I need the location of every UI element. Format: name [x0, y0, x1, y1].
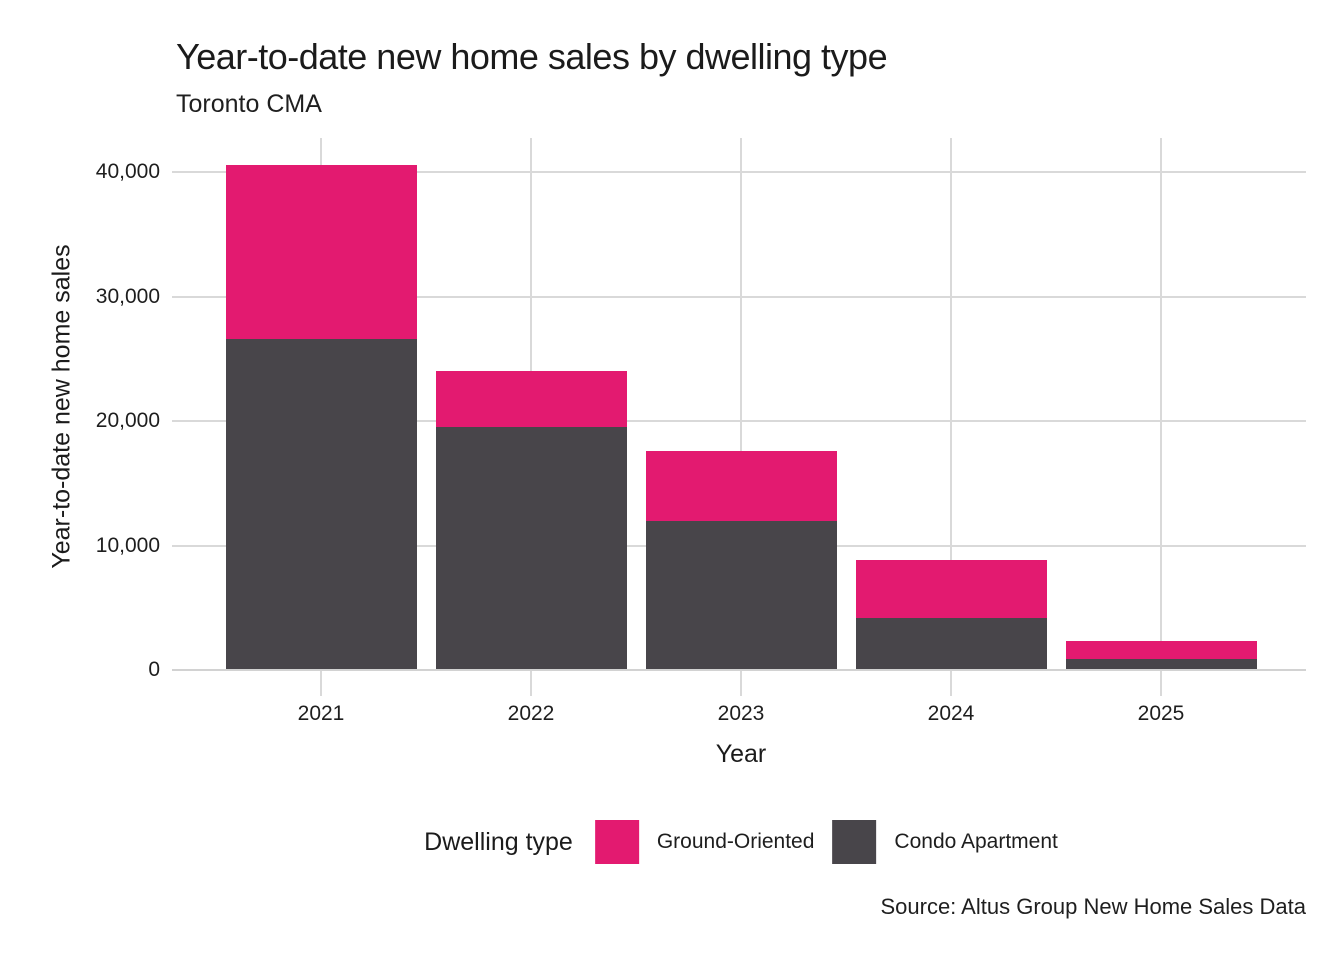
x-tick-2023 — [740, 671, 742, 696]
bar-2023-ground-oriented — [645, 450, 837, 521]
legend-label-condo-apartment: Condo Apartment — [894, 830, 1058, 853]
y-tick-label-10000: 10,000 — [95, 533, 160, 557]
legend-item-ground-oriented: Ground-Oriented — [594, 820, 815, 864]
bar-2024-condo-apartment — [855, 617, 1047, 670]
legend-item-condo-apartment: Condo Apartment — [832, 820, 1058, 864]
x-axis-title: Year — [715, 740, 767, 768]
bar-2022-ground-oriented — [435, 371, 627, 428]
bar-2021-ground-oriented — [225, 164, 417, 339]
x-axis-line — [172, 669, 1306, 671]
gridline-vertical-2025 — [1160, 138, 1162, 670]
chart-subtitle: Toronto CMA — [176, 90, 322, 118]
y-tick-label-0: 0 — [148, 658, 160, 681]
gridline-20000 — [172, 420, 1306, 422]
legend-swatch-ground-oriented — [594, 820, 639, 864]
y-tick-label-20000: 20,000 — [95, 409, 160, 432]
legend-items: Ground-Oriented Condo Apartment — [594, 820, 1058, 864]
legend-swatch-condo-apartment — [832, 820, 877, 864]
bar-2024-ground-oriented — [855, 560, 1047, 618]
bar-2025-ground-oriented — [1065, 641, 1257, 659]
bar-2023-condo-apartment — [645, 520, 837, 670]
gridline-40000 — [172, 171, 1306, 173]
y-tick-label-40000: 40,000 — [95, 160, 160, 183]
bar-2022-condo-apartment — [435, 427, 627, 670]
x-tick-2025 — [1160, 671, 1162, 696]
chart-panel — [172, 138, 1306, 670]
x-tick-label-2022: 2022 — [507, 702, 555, 725]
x-tick-2021 — [320, 671, 322, 696]
x-tick-label-2023: 2023 — [717, 702, 765, 725]
x-tick-label-2021: 2021 — [297, 702, 345, 725]
bar-2025-condo-apartment — [1065, 658, 1257, 670]
x-tick-2022 — [530, 671, 532, 696]
chart-title: Year-to-date new home sales by dwelling … — [176, 36, 888, 77]
gridline-30000 — [172, 295, 1306, 298]
x-tick-label-2024: 2024 — [927, 702, 975, 725]
x-tick-label-2025: 2025 — [1137, 702, 1185, 725]
gridline-vertical-2024 — [950, 138, 952, 670]
legend-title: Dwelling type — [424, 827, 573, 856]
gridline-vertical-2023 — [740, 138, 742, 670]
source-note: Source: Altus Group New Home Sales Data — [880, 894, 1306, 919]
legend: Dwelling type Ground-Oriented Condo Apart… — [424, 820, 1058, 864]
bar-2021-condo-apartment — [225, 338, 417, 670]
legend-label-ground-oriented: Ground-Oriented — [656, 830, 815, 853]
x-tick-2024 — [950, 671, 952, 696]
y-tick-label-30000: 30,000 — [95, 284, 160, 308]
